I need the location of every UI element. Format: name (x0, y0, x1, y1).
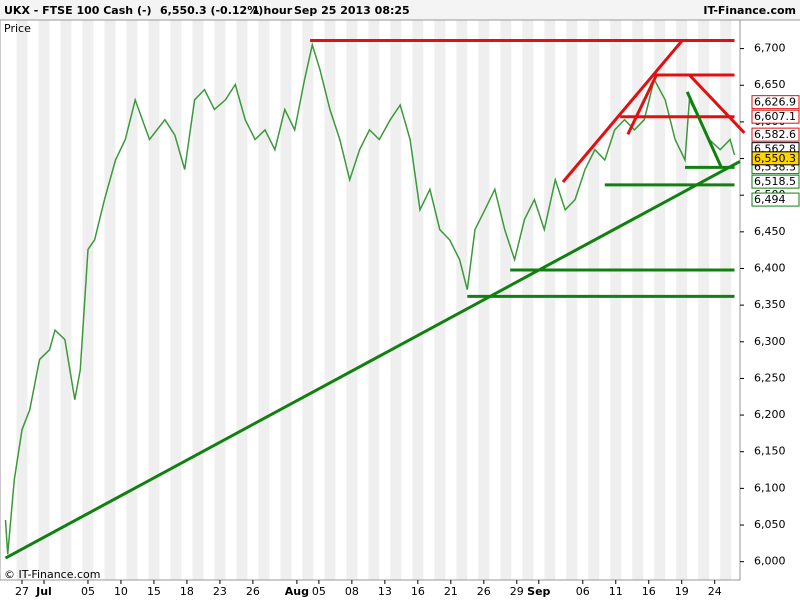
day-band (170, 20, 182, 580)
brand: IT-Finance.com (703, 4, 796, 17)
price-label-box (751, 127, 800, 142)
day-band (588, 20, 600, 580)
price-label-box (751, 95, 800, 110)
y-tick-label: 6,200 (754, 408, 786, 421)
day-band (60, 20, 72, 580)
x-tick-label: 15 (147, 585, 161, 598)
interval: 1 hour (252, 4, 293, 17)
day-band (390, 20, 402, 580)
y-tick-label: 6,350 (754, 298, 786, 311)
day-band (522, 20, 534, 580)
x-tick-label: 21 (444, 585, 458, 598)
y-tick-label: 6,250 (754, 371, 786, 384)
day-band (148, 20, 160, 580)
day-band (280, 20, 292, 580)
day-band (698, 20, 710, 580)
trend-line (561, 38, 684, 183)
x-tick-label: 13 (378, 585, 392, 598)
x-tick-label: Jul (35, 585, 52, 598)
y-tick-label: 6,000 (754, 555, 786, 568)
y-tick-label: 6,100 (754, 481, 786, 494)
price-label: 6,582.6 (754, 128, 796, 141)
day-band (500, 20, 512, 580)
day-band (126, 20, 138, 580)
day-band (456, 20, 468, 580)
y-tick-label: 6,150 (754, 445, 786, 458)
x-tick-label: 05 (312, 585, 326, 598)
x-tick-label: 05 (81, 585, 95, 598)
x-tick-label: 23 (213, 585, 227, 598)
x-tick-label: 18 (180, 585, 194, 598)
day-band (368, 20, 380, 580)
day-band (104, 20, 116, 580)
x-tick-label: 11 (609, 585, 623, 598)
price-label: 6,607.1 (754, 110, 796, 123)
price-label-box (751, 174, 800, 189)
copyright: © IT-Finance.com (4, 568, 101, 581)
day-band (346, 20, 358, 580)
plot-frame (0, 19, 741, 581)
day-band (632, 20, 644, 580)
price-label-box (751, 109, 800, 124)
price-label: 6,518.5 (754, 175, 796, 188)
day-band (258, 20, 270, 580)
day-band (566, 20, 578, 580)
day-band (214, 20, 226, 580)
y-tick-label: 6,700 (754, 42, 786, 55)
trend-line (626, 74, 658, 135)
day-bands (16, 20, 732, 580)
x-tick-label: 06 (576, 585, 590, 598)
x-tick-label: 16 (642, 585, 656, 598)
timestamp: Sep 25 2013 08:25 (294, 4, 410, 17)
price-label: 6,494 (754, 193, 786, 206)
day-band (412, 20, 424, 580)
quote: 6,550.3 (-0.12%) (160, 4, 263, 17)
price-label: 6,550.3 (754, 152, 796, 165)
x-tick-label: Sep (527, 585, 550, 598)
day-band (38, 20, 50, 580)
trend-line (685, 91, 723, 168)
price-label-box (751, 151, 800, 166)
x-tick-label: 24 (708, 585, 722, 598)
day-band (676, 20, 688, 580)
y-tick-label: 6,650 (754, 78, 786, 91)
price-label: 6,626.9 (754, 96, 796, 109)
y-tick-label: 6,300 (754, 335, 786, 348)
day-band (302, 20, 314, 580)
day-band (720, 20, 732, 580)
day-band (654, 20, 666, 580)
day-band (324, 20, 336, 580)
y-tick-label: 6,050 (754, 518, 786, 531)
day-band (82, 20, 94, 580)
header-bar (0, 0, 800, 20)
x-tick-label: 08 (345, 585, 359, 598)
trend-line (688, 73, 746, 134)
day-band (16, 20, 28, 580)
y-tick-label: 6,400 (754, 261, 786, 274)
price-line (4, 41, 736, 555)
x-tick-label: 29 (510, 585, 524, 598)
trend-line (4, 160, 741, 560)
y-axis-label: Price (4, 22, 31, 35)
x-tick-label: Aug (285, 585, 309, 598)
x-tick-label: 10 (114, 585, 128, 598)
price-label-box (751, 192, 800, 207)
day-band (544, 20, 556, 580)
x-tick-label: 26 (246, 585, 260, 598)
y-tick-label: 6,450 (754, 225, 786, 238)
instrument: UKX - FTSE 100 Cash (-) (4, 4, 152, 17)
day-band (610, 20, 622, 580)
x-tick-label: 16 (411, 585, 425, 598)
x-tick-label: 27 (15, 585, 29, 598)
day-band (192, 20, 204, 580)
day-band (434, 20, 446, 580)
x-tick-label: 26 (477, 585, 491, 598)
day-band (236, 20, 248, 580)
x-tick-label: 19 (675, 585, 689, 598)
